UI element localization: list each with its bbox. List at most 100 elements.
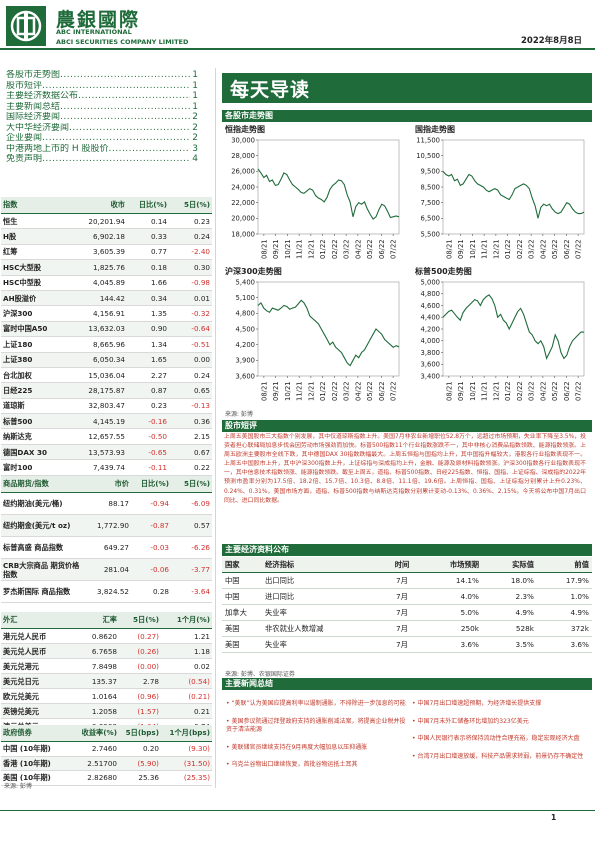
toc-label[interactable]: 免责声明 xyxy=(6,154,43,164)
toc-label[interactable]: 中港两地上市的 H 股股价 xyxy=(6,143,109,154)
toc-item[interactable]: 大中华经济要闻 2 xyxy=(6,123,198,134)
x-tick-label: 01/22 xyxy=(504,381,512,401)
cell-value: 美国 xyxy=(222,636,262,653)
y-tick-label: 4,400 xyxy=(421,314,440,322)
cell-value: 3.6% xyxy=(427,636,482,653)
y-tick-label: 22,000 xyxy=(231,199,255,207)
news-text: 中国7月末外汇储备环比增加约323亿美元 xyxy=(417,717,529,725)
cell-value: 0.90 xyxy=(127,321,169,338)
toc-label[interactable]: 主要新闻总结 xyxy=(6,101,61,112)
toc-item[interactable]: 主要经济数据公布 1 xyxy=(6,91,198,102)
toc-item[interactable]: 国际经济要闻 2 xyxy=(6,112,198,123)
bullet-icon: • xyxy=(412,700,418,707)
cell-value: 7,439.74 xyxy=(71,459,127,476)
toc-label[interactable]: 国际经济要闻 xyxy=(6,112,61,122)
cell-value: 1.35 xyxy=(127,305,169,322)
table-row: 美元兑日元 135.37 2.78 (0.54) xyxy=(1,673,212,689)
cell-value: -0.94 xyxy=(131,492,171,515)
y-tick-label: 3,600 xyxy=(236,372,255,380)
cell-value: 1.18 xyxy=(161,643,212,659)
cell-value: 1.34 xyxy=(127,336,169,353)
econ-data-table: 国家 经济指标 时间 市场预期 实际值 前值 中国 出口同比 7月 14.1% 18.0% 17.9%… xyxy=(222,557,592,653)
table-row: 台北加权 15,036.04 2.27 0.24 xyxy=(1,367,212,384)
x-tick-label: 09/21 xyxy=(272,239,280,259)
x-tick-label: 03/22 xyxy=(343,239,351,259)
table-row: 纽约期金(美元/t oz) 1,772.90 -0.87 0.57 xyxy=(1,514,212,537)
cell-value: 250k xyxy=(427,620,482,637)
row-label: 纳斯达克 xyxy=(1,428,71,445)
column-header: 前值 xyxy=(537,557,592,573)
cell-value: 7.8498 xyxy=(71,658,119,674)
column-header: 5日(%) xyxy=(171,476,212,493)
cell-value: 12,657.55 xyxy=(71,428,127,445)
toc-label[interactable]: 各股市走势图 xyxy=(6,70,61,80)
report-date: 2022年8月8日 xyxy=(521,36,582,46)
x-tick-label: 03/22 xyxy=(528,381,536,401)
table-row: 中国 进口同比 7月 4.0% 2.3% 1.0% xyxy=(222,588,592,605)
cell-value: 3,824.52 xyxy=(85,580,131,603)
cell-value: 20,201.94 xyxy=(71,213,127,230)
chart-title-csi300: 沪深300走势图 xyxy=(225,267,282,276)
toc-item[interactable]: 各股市走势图 1 xyxy=(6,70,198,81)
cell-value: 失业率 xyxy=(262,636,377,653)
toc-item[interactable]: 主要新闻总结 1 xyxy=(6,102,198,113)
cell-value: 2.3% xyxy=(482,588,537,605)
hsi-chart: 18,000 20,000 22,000 24,000 26,000 28,000 30,0… xyxy=(231,136,400,259)
cell-value: (0.21) xyxy=(161,688,212,704)
x-tick-label: 07/22 xyxy=(390,381,398,401)
x-tick-label: 08/21 xyxy=(445,239,453,259)
cell-value: 0.67 xyxy=(169,444,212,461)
toc-page: 2 xyxy=(192,122,198,133)
bullet-icon: • xyxy=(412,735,418,742)
cell-value: 1,772.90 xyxy=(85,514,131,537)
row-label: 红筹 xyxy=(1,244,71,261)
y-tick-label: 4,000 xyxy=(421,337,440,345)
cell-value: 非农就业人数增减 xyxy=(262,620,377,637)
toc-leader xyxy=(42,133,190,144)
toc-label[interactable]: 股市短评 xyxy=(6,80,43,91)
y-tick-label: 5,400 xyxy=(236,278,255,286)
cell-value: 0.8620 xyxy=(71,628,119,644)
toc-item[interactable]: 股市短评 1 xyxy=(6,81,198,92)
x-tick-label: 10/21 xyxy=(284,239,292,259)
x-tick-label: 12/21 xyxy=(492,239,500,259)
column-header: 经济指标 xyxy=(262,557,377,573)
cell-value: 2.78 xyxy=(119,673,161,689)
x-tick-label: 02/22 xyxy=(516,381,524,401)
news-item: • 美联储官员继续支持在9月再度大幅加息以压抑通胀 xyxy=(226,744,406,753)
bullet-icon: • xyxy=(226,761,232,768)
y-tick-label: 30,000 xyxy=(231,136,255,144)
bond-table: 政府债券 收益率(%) 5日(bps) 1个月(bps) 中国 (10年期) 2.7460… xyxy=(1,725,212,786)
toc-label[interactable]: 主要经济数据公布 xyxy=(6,91,79,101)
toc-item[interactable]: 企业要闻 2 xyxy=(6,133,198,144)
toc-label[interactable]: 大中华经济要闻 xyxy=(6,122,70,133)
news-text: 美国参议院通过拜登政府支持的通胀削减法案，将提高企业税并投资于清洁能源 xyxy=(226,717,406,734)
table-row: 中国 (10年期) 2.7460 0.20 (9.30) xyxy=(1,741,212,757)
cell-value: 1.21 xyxy=(161,628,212,644)
cell-value: -6.09 xyxy=(171,492,212,515)
sp500-chart: 3,400 3,600 3,800 4,000 4,200 4,400 4,600 4,800… xyxy=(421,278,585,401)
chart-title-hscei: 国指走势图 xyxy=(415,125,455,134)
toc-leader xyxy=(109,144,191,155)
cell-value: -0.13 xyxy=(169,398,212,415)
y-tick-label: 11,500 xyxy=(416,136,440,144)
toc-label[interactable]: 企业要闻 xyxy=(6,133,43,143)
cell-value: 出口同比 xyxy=(262,572,377,589)
cell-value: 6,050.34 xyxy=(71,352,127,368)
news-list-right: • 中国7月出口增速超预期，为经济增长提供支撑 • 中国7月末外汇储备环比增加约3… xyxy=(412,700,590,770)
row-label: 恒生 xyxy=(1,213,71,230)
toc-item[interactable]: 免责声明 4 xyxy=(6,154,198,165)
row-label: 德国DAX 30 xyxy=(1,444,71,461)
y-tick-label: 8,500 xyxy=(421,183,440,191)
row-label: 沪深300 xyxy=(1,305,71,322)
row-label: 富时中国A50 xyxy=(1,321,71,338)
table-row: 美元兑港元 7.8498 (0.00) 0.02 xyxy=(1,658,212,674)
cell-value: 4,156.91 xyxy=(71,305,127,322)
table-row: 上证180 8,665.96 1.34 -0.51 xyxy=(1,336,212,353)
cell-value: 14.1% xyxy=(427,572,482,589)
cell-value: 0.20 xyxy=(119,741,161,757)
x-tick-label: 10/21 xyxy=(469,381,477,401)
row-label: 上证180 xyxy=(1,336,71,353)
toc-item[interactable]: 中港两地上市的 H 股股价 3 xyxy=(6,144,198,155)
row-label: 美国 (10年期) xyxy=(1,770,71,786)
